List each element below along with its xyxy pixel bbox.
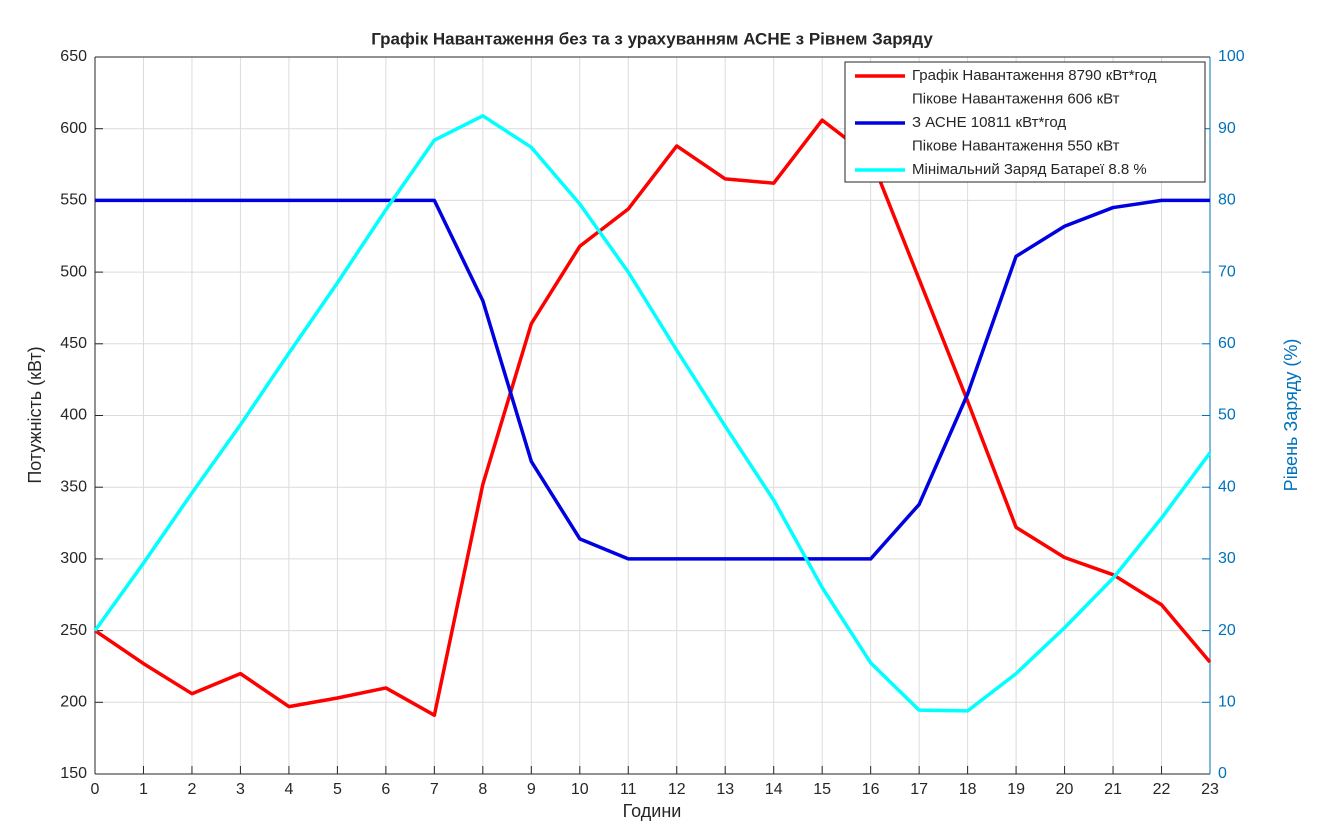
y2-tick-label: 0 <box>1218 765 1227 782</box>
y-tick-label: 250 <box>60 622 87 639</box>
x-tick-label: 19 <box>1007 781 1025 798</box>
x-tick-label: 3 <box>236 781 245 798</box>
x-tick-label: 8 <box>478 781 487 798</box>
legend-label: Пікове Навантаження 550 кВт <box>912 137 1120 154</box>
y-tick-label: 550 <box>60 192 87 209</box>
x-tick-label: 18 <box>959 781 977 798</box>
series-line <box>95 198 1210 561</box>
axes-box <box>94 56 1210 775</box>
series-line <box>93 114 1212 713</box>
x-tick-label: 21 <box>1104 781 1122 798</box>
y-tick-label: 500 <box>60 263 87 280</box>
x-tick-label: 13 <box>716 781 734 798</box>
y2-tick-label: 30 <box>1218 550 1236 567</box>
x-tick-label: 14 <box>765 781 783 798</box>
x-tick-label: 0 <box>91 781 100 798</box>
x-tick-label: 6 <box>381 781 390 798</box>
x-tick-label: 12 <box>668 781 686 798</box>
x-tick-label: 9 <box>527 781 536 798</box>
x-tick-label: 22 <box>1153 781 1171 798</box>
y-tick-label: 450 <box>60 335 87 352</box>
y2-tick-label: 100 <box>1218 48 1245 65</box>
y-tick-label: 400 <box>60 407 87 424</box>
legend-label: Мінімальний Заряд Батареї 8.8 % <box>912 161 1147 178</box>
x-axis-label: Години <box>623 801 682 821</box>
y-axis-label: Потужність (кВт) <box>25 346 45 483</box>
y2-tick-label: 50 <box>1218 407 1236 424</box>
chart-title: Графік Навантаження без та з урахуванням… <box>371 29 933 48</box>
y2-tick-label: 70 <box>1218 263 1236 280</box>
x-tick-label: 4 <box>284 781 293 798</box>
legend-label: Пікове Навантаження 606 кВт <box>912 90 1120 107</box>
x-tick-label: 7 <box>430 781 439 798</box>
x-tick-label: 5 <box>333 781 342 798</box>
y2-tick-label: 80 <box>1218 192 1236 209</box>
y-tick-label: 150 <box>60 765 87 782</box>
y2-tick-label: 60 <box>1218 335 1236 352</box>
y-tick-label: 200 <box>60 694 87 711</box>
x-tick-label: 2 <box>188 781 197 798</box>
x-tick-label: 23 <box>1201 781 1219 798</box>
x-tick-label: 10 <box>571 781 589 798</box>
legend-label: З АСНЕ 10811 кВт*год <box>912 114 1066 131</box>
y-tick-label: 600 <box>60 120 87 137</box>
x-tick-label: 20 <box>1056 781 1074 798</box>
x-tick-label: 15 <box>813 781 831 798</box>
x-tick-label: 1 <box>139 781 148 798</box>
y2-axis-label: Рівень Заряду (%) <box>1281 339 1301 492</box>
y-tick-label: 350 <box>60 478 87 495</box>
y-tick-label: 650 <box>60 48 87 65</box>
series-line <box>94 118 1212 717</box>
x-tick-label: 11 <box>620 781 637 798</box>
y-tick-label: 300 <box>60 550 87 567</box>
y2-tick-label: 40 <box>1218 478 1236 495</box>
x-tick-label: 16 <box>862 781 880 798</box>
y2-tick-label: 20 <box>1218 622 1236 639</box>
x-tick-label: 17 <box>910 781 928 798</box>
y2-tick-label: 10 <box>1218 694 1236 711</box>
legend-label: Графік Навантаження 8790 кВт*год <box>912 67 1157 84</box>
y2-tick-label: 90 <box>1218 120 1236 137</box>
